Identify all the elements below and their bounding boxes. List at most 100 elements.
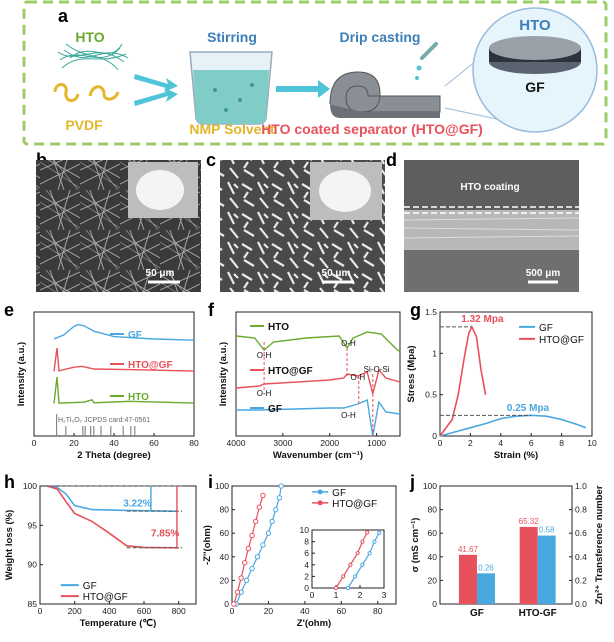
data-point — [265, 530, 272, 536]
y2-tick-label: 0.4 — [575, 552, 587, 562]
peak-annotation: O-H — [341, 411, 356, 420]
series-line-hto@gf — [46, 485, 179, 549]
data-point — [234, 589, 241, 595]
panel-j-label: j — [409, 474, 415, 492]
chart-f: 4000 3000 2000 1000 Wavenumber (cm⁻¹) Intensi… — [218, 311, 401, 461]
y2-tick-label: 0.8 — [575, 505, 587, 515]
y-tick-label: 60 — [428, 528, 438, 538]
hto-label: HTO — [75, 29, 104, 45]
pvdf-icon — [53, 83, 120, 102]
data-point — [249, 565, 255, 572]
y-tick-label: 2 — [304, 571, 309, 581]
y-tick-label: 80 — [220, 505, 230, 515]
x-tick-label: 80 — [189, 438, 199, 448]
inset-point — [353, 574, 358, 579]
y-axis-label: Stress (Mpa) — [406, 345, 417, 402]
series-line-gf — [235, 485, 282, 605]
inset-disc-c — [319, 170, 371, 212]
data-point — [243, 577, 250, 584]
x-tick-label: 6 — [529, 438, 534, 448]
x-axis-label: Wavenumber (cm⁻¹) — [273, 450, 363, 461]
y-tick-label: 8 — [304, 537, 309, 547]
bar-transference — [537, 535, 556, 604]
data-point — [276, 495, 283, 501]
inset-disc-b — [136, 170, 184, 210]
legend-marker — [317, 489, 323, 495]
series-line-0 — [235, 331, 401, 353]
legend-label: GF — [539, 323, 553, 334]
plot-frame — [311, 529, 385, 589]
arrow-icon — [134, 74, 330, 106]
sem-image-d-top — [404, 160, 579, 210]
x-tick-label: 0 — [230, 606, 235, 616]
x-tick-label: 200 — [68, 606, 82, 616]
y-tick-label: 10 — [300, 525, 310, 535]
y-tick-label: 1.5 — [425, 307, 437, 317]
legend-label: HTO@GF — [83, 592, 128, 603]
data-point — [269, 518, 275, 525]
x-axis-label: Strain (%) — [494, 450, 538, 461]
inset-point — [372, 539, 377, 544]
x-tick-label: 0 — [438, 438, 443, 448]
plot-frame — [439, 485, 573, 605]
solvent-label: NMP Solvent — [189, 121, 275, 137]
y-tick-label: 20 — [220, 575, 230, 585]
y2-tick-label: 0.6 — [575, 528, 587, 538]
x-tick-label: 60 — [149, 438, 159, 448]
sem-row: b 50 μm c 50 μm d HTO coating 500 μm — [36, 150, 580, 292]
scale-label-c: 50 μm — [322, 268, 351, 279]
x-tick-label: 3000 — [273, 438, 292, 448]
peak-label: 0.25 Mpa — [507, 403, 550, 414]
peak-annotation: O-H — [257, 389, 272, 398]
x-tick-label: 1 — [334, 590, 339, 600]
bar-value-label: 0.58 — [539, 526, 555, 535]
peak-annotation: O-H — [341, 339, 356, 348]
coating-label: HTO coating — [460, 182, 519, 193]
bar-value-label: 0.26 — [478, 563, 494, 572]
y-tick-label: 100 — [215, 481, 229, 491]
hto-nanowire-icon — [57, 43, 129, 71]
x-tick-label: 4 — [498, 438, 503, 448]
inset-point — [367, 551, 372, 556]
legend-label: HTO@GF — [332, 499, 377, 510]
legend-marker — [317, 500, 323, 506]
legend-label: GF — [83, 581, 97, 592]
x-tick-label: 600 — [137, 606, 151, 616]
x-axis-label: Temperature (℃) — [80, 618, 156, 629]
peak-annotation: O-H — [257, 351, 272, 360]
data-point — [254, 554, 261, 560]
data-point — [231, 601, 237, 607]
category-label: GF — [470, 608, 484, 619]
y-tick-label: 40 — [428, 552, 438, 562]
loss-label: 7.85% — [151, 528, 179, 539]
inset-point — [355, 551, 360, 556]
pvdf-label: PVDF — [65, 117, 103, 133]
chart-j: 0 20 40 60 80 100 0.0 0.2 0.4 0.6 0.8 1.0 σ (mS cm⁻¹… — [410, 481, 605, 619]
separator-disc-icon — [489, 36, 581, 74]
x-tick-label: 20 — [264, 606, 274, 616]
panel-i-label: i — [208, 474, 213, 492]
y-tick-label: 90 — [28, 560, 38, 570]
x-tick-label: 8 — [559, 438, 564, 448]
inset-point — [345, 585, 351, 591]
scale-label-d: 500 μm — [526, 268, 561, 279]
data-point — [249, 532, 255, 539]
inset-point — [360, 539, 365, 544]
x-axis-label: Z'(ohm) — [297, 618, 331, 629]
x-tick-label: 2000 — [320, 438, 339, 448]
inset-point — [341, 574, 346, 579]
x-tick-label: 0 — [38, 606, 43, 616]
y-tick-label: 0.5 — [425, 390, 437, 400]
data-point — [252, 518, 259, 525]
chart-i: 0 20 40 60 80020406080100Z'(ohm)-Z''(ohm)GFH… — [202, 481, 397, 629]
legend-label: HTO@GF — [539, 335, 584, 346]
inset-point — [333, 585, 339, 591]
peak-label: 1.32 Mpa — [461, 314, 504, 325]
x-tick-label: 0 — [310, 590, 315, 600]
panel-c-label: c — [206, 150, 216, 170]
data-point — [260, 492, 266, 499]
scale-label-b: 50 μm — [146, 268, 175, 279]
x-tick-label: 80 — [373, 606, 383, 616]
panel-g-label: g — [410, 300, 421, 320]
